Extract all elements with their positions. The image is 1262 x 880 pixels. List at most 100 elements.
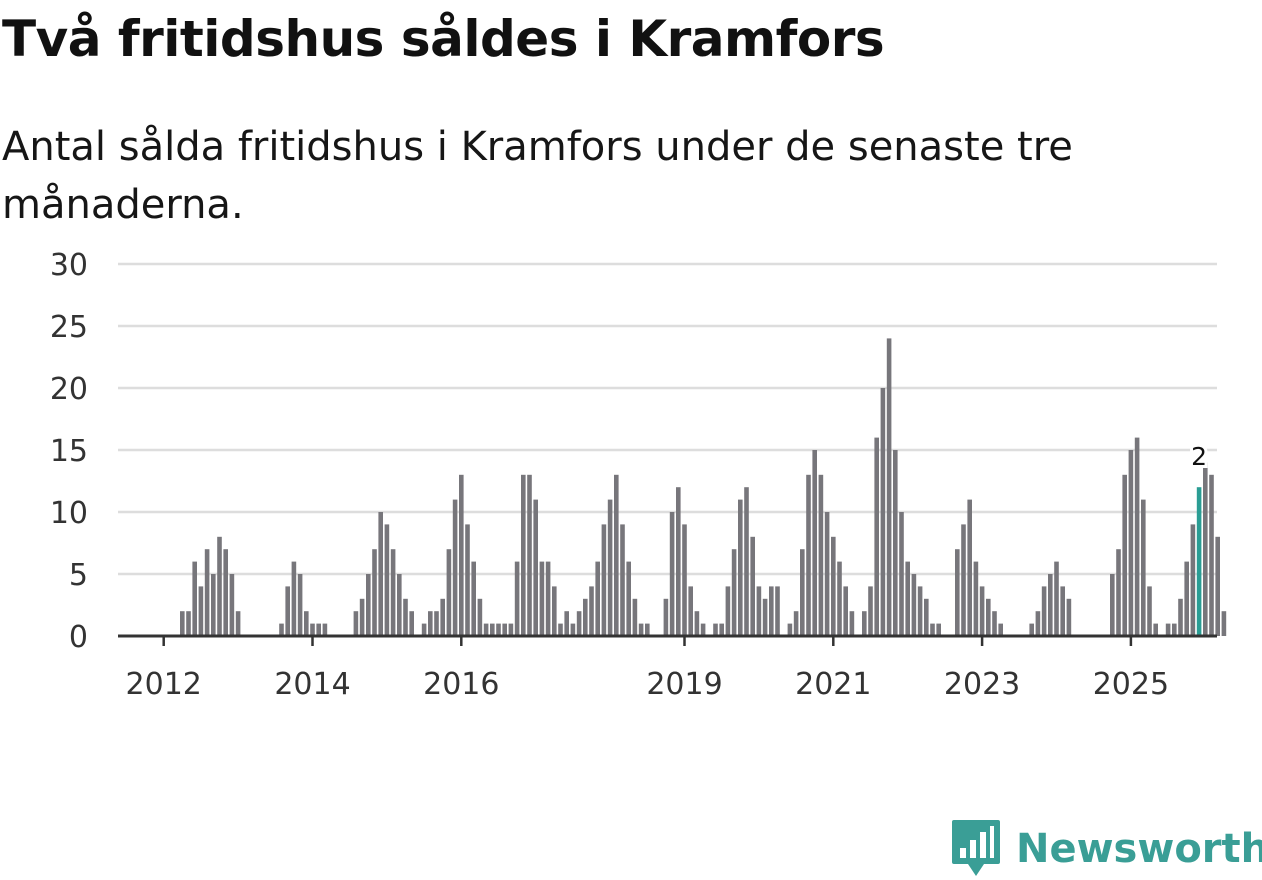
bar [849,611,855,636]
bar [428,611,433,636]
bar [545,561,551,636]
x-tick-label: 2025 [1093,667,1169,702]
x-axis [118,634,1217,646]
bar [471,561,476,636]
bar [229,574,235,636]
bar [1066,598,1072,636]
bar [973,561,979,636]
bar [936,623,941,636]
x-tick-label: 2023 [944,667,1020,702]
bar [868,586,873,636]
bar [1060,586,1065,636]
bar [384,524,390,636]
bar [818,474,824,636]
bar [806,474,811,636]
bar [756,586,762,636]
bar [843,586,848,636]
bar [1184,561,1189,636]
bar-highlight [1196,487,1202,636]
bar [620,524,625,636]
x-tick-label: 2014 [274,667,350,702]
bar [905,561,910,636]
bar [211,574,216,636]
bar [452,499,458,636]
bar [1221,611,1227,636]
bar [924,598,929,636]
bar [1054,561,1059,636]
bar [397,574,402,636]
highlight-value-label: 2 [1191,442,1207,471]
bar [564,611,569,636]
bar [738,499,743,636]
bar [223,549,228,636]
bar [1116,549,1121,636]
bar [186,611,191,636]
bar [1190,524,1196,636]
bar [676,487,681,636]
bar [986,598,991,636]
x-tick-label: 2012 [126,667,202,702]
bar [725,586,731,636]
bar [527,474,532,636]
brand-name: Newsworthy [1016,826,1262,872]
x-tick-label: 2016 [423,667,499,702]
bar [285,586,290,636]
y-tick-label: 10 [50,496,88,531]
newsworthy-logo-icon [952,820,1000,876]
bar [533,499,538,636]
bar [490,623,495,636]
bar [192,561,197,636]
bar [483,623,489,636]
bar [366,574,371,636]
bar [992,611,997,636]
bar [979,586,985,636]
bar [322,623,328,636]
bar [955,549,960,636]
bar [421,623,427,636]
bar [477,598,483,636]
bar [409,611,414,636]
bar [372,549,377,636]
bar [1153,623,1158,636]
y-tick-label: 20 [50,372,88,407]
bar [1147,586,1152,636]
bar [614,474,619,636]
bar [961,524,966,636]
x-tick-label: 2021 [795,667,871,702]
bar [1134,437,1140,636]
bar [204,549,210,636]
bar [459,474,464,636]
bar [1035,611,1041,636]
bar [558,623,563,636]
bar [508,623,514,636]
bar [198,586,204,636]
bar [917,586,923,636]
bar [1141,499,1146,636]
bar [762,598,768,636]
bar [812,450,817,636]
bar [1203,462,1208,636]
bar [521,474,526,636]
bar [1041,586,1047,636]
bar [601,524,607,636]
y-tick-label: 5 [69,558,88,593]
y-tick-label: 0 [69,620,88,655]
bars [180,338,1227,636]
bar [291,561,297,636]
bar [638,623,644,636]
bar [304,611,309,636]
y-tick-label: 30 [50,248,88,283]
chart-title: Två fritidshus såldes i Kramfors [2,10,885,68]
bar [1048,574,1053,636]
bar [552,586,557,636]
bar [434,611,439,636]
bar [800,549,805,636]
bar [787,623,793,636]
bar [390,549,396,636]
newsworthy-logo: Newsworthy [950,818,1262,880]
bar [1029,623,1034,636]
bar [700,623,706,636]
gridlines [118,262,1217,576]
bar [713,623,718,636]
